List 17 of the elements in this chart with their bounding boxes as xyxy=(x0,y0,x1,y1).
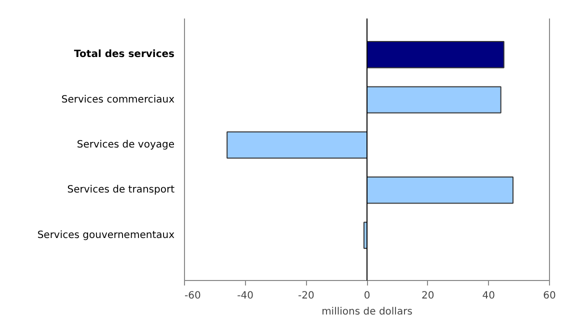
x-tick-label: 20 xyxy=(421,290,434,302)
bar xyxy=(366,176,514,204)
x-axis-title: millions de dollars xyxy=(322,306,412,318)
x-tick-label: -40 xyxy=(237,290,254,302)
bar xyxy=(366,86,502,114)
x-tick-label: -20 xyxy=(298,290,314,302)
bar xyxy=(366,41,504,68)
y-tick-label: Services de voyage xyxy=(76,139,174,150)
y-tick-label: Services gouvernementaux xyxy=(37,230,175,241)
x-tick-label: 60 xyxy=(543,290,556,302)
x-tick-label: 40 xyxy=(482,290,496,302)
y-tick-label: Services de transport xyxy=(67,184,175,196)
x-tick-label: -60 xyxy=(184,290,201,302)
y-tick-label: Total des services xyxy=(74,49,175,60)
x-tick-label: 0 xyxy=(364,290,370,302)
bar xyxy=(226,131,368,159)
y-tick-label: Services commerciaux xyxy=(61,94,175,106)
